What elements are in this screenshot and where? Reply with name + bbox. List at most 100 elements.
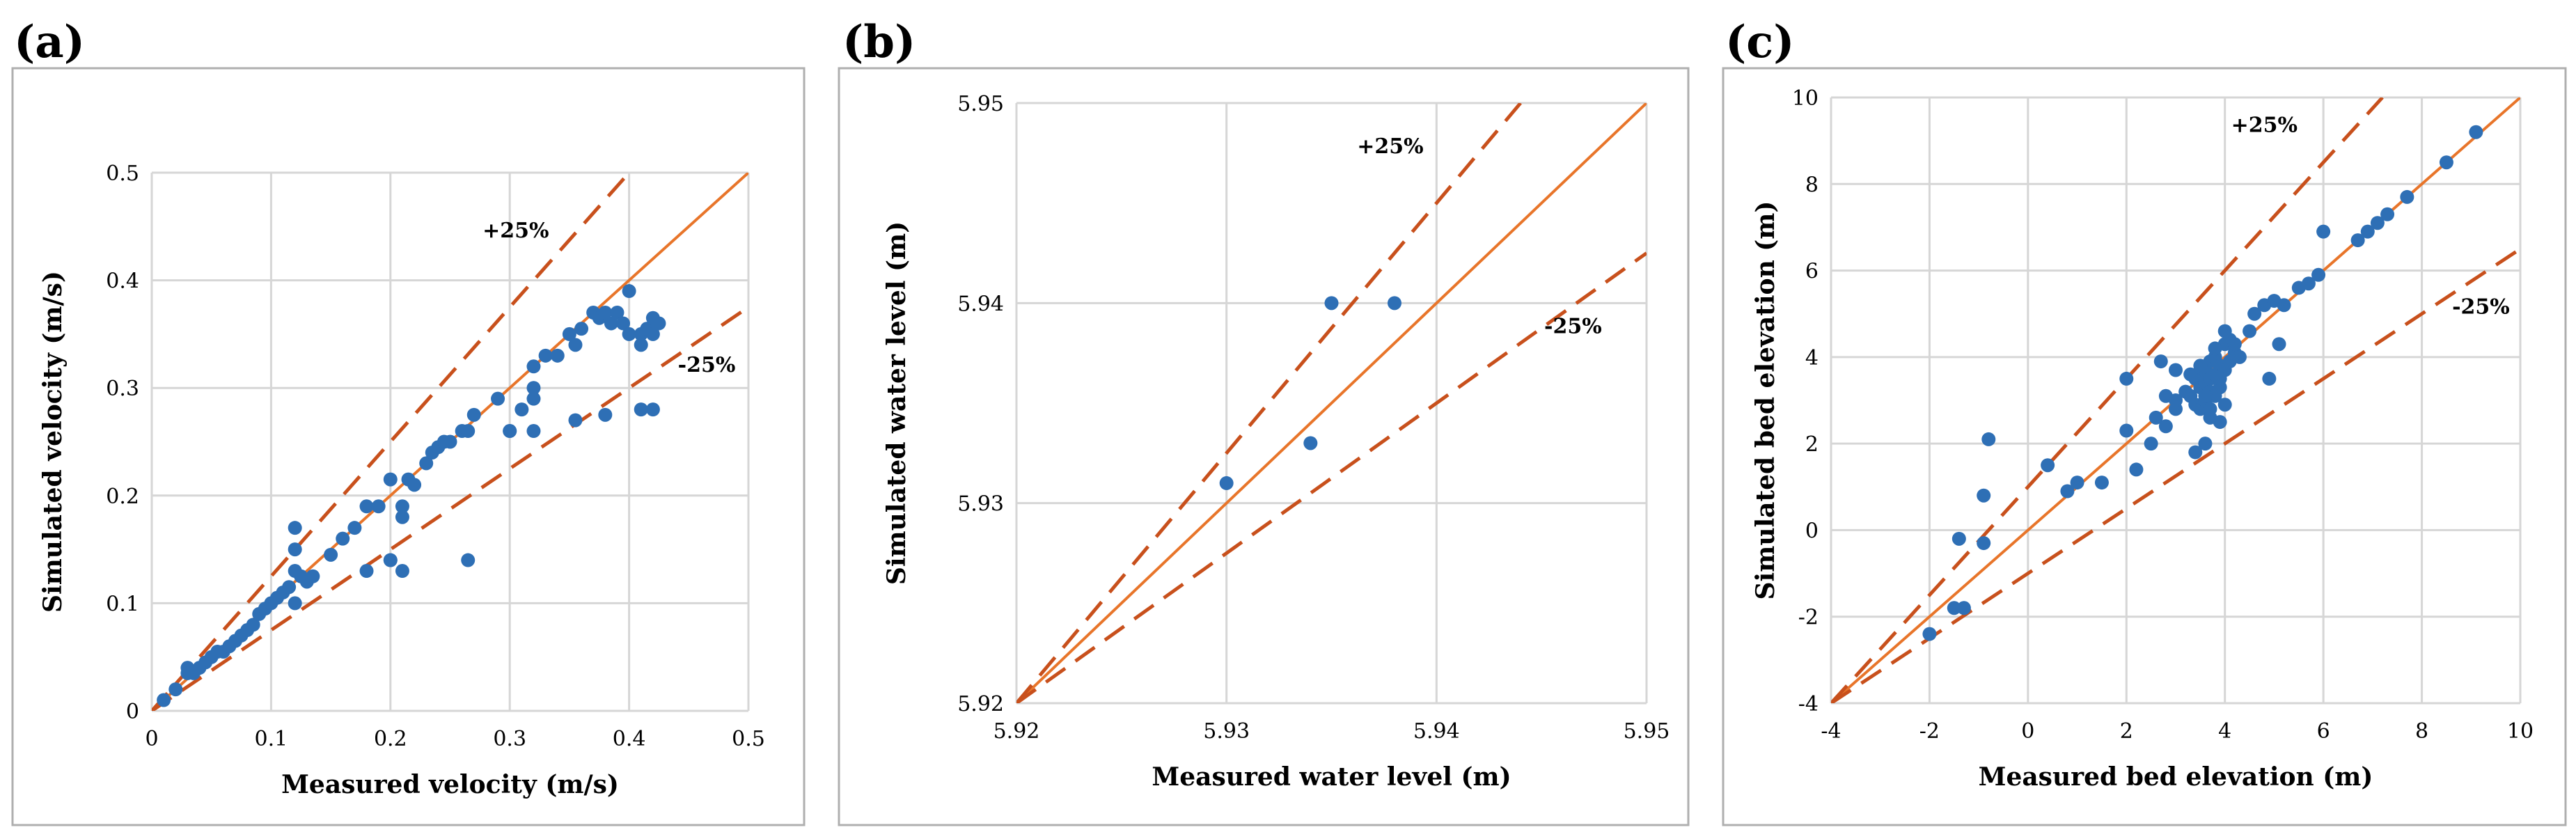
panel-frame [838,67,1690,826]
data-point [2193,359,2208,373]
data-point [306,569,320,583]
data-point [1388,296,1401,311]
data-point [2217,398,2232,412]
data-point [1303,436,1318,450]
bound-label: +25% [2231,113,2298,138]
data-points [157,284,666,707]
x-tick-label: 0 [2021,719,2034,744]
chart-panel-2: (b) 5.92 5.93 5.94 5.95 5.92 5.93 5.94 5.95 +25% -… [838,16,1690,826]
data-point [622,284,636,299]
data-point [1947,601,1961,615]
data-point [359,564,374,579]
data-point [2217,324,2232,338]
x-axis-title: Measured water level (m) [1152,762,1511,792]
data-point [466,407,481,422]
x-axis-title: Measured velocity (m/s) [281,770,619,799]
data-point [550,348,565,363]
bound-line-1 [1016,103,1522,703]
gridlines [1830,96,2522,705]
data-point [324,547,338,562]
data-point [2070,476,2084,490]
panel-label: (a) [14,16,85,68]
data-point [2153,354,2168,369]
x-tick-label: 0 [145,727,158,751]
data-point [634,338,648,352]
panel-label: (b) [842,16,916,68]
data-point [288,542,302,557]
panel-frame [11,67,806,826]
data-points [1219,296,1401,490]
x-tick-label: 5.93 [1203,719,1250,744]
y-tick-label: 10 [1792,86,1819,111]
data-point [1977,536,1991,551]
bound-label: +25% [482,219,549,243]
data-point [168,682,183,697]
data-point [2198,388,2213,403]
data-point [2316,224,2331,239]
y-tick-label: 0.4 [106,269,139,294]
y-tick-label: 0.1 [106,592,139,616]
data-point [383,553,398,567]
data-point [2198,437,2213,451]
gridlines [150,171,750,712]
panel-label: (c) [1725,16,1795,68]
x-tick-label: -4 [1821,719,1841,744]
data-point [2232,350,2247,364]
data-point [2183,367,2198,382]
y-tick-label: 2 [1805,432,1819,457]
data-point [526,381,541,395]
one-to-one-line [1016,103,1647,703]
data-point [407,478,422,492]
data-point [157,693,171,707]
x-tick-label: 10 [2507,719,2534,744]
data-point [598,305,613,320]
data-point [359,499,374,514]
data-point [2277,298,2291,313]
x-tick-label: -2 [1919,719,1940,744]
data-point [604,316,618,331]
data-point [347,521,362,535]
data-point [2400,189,2414,204]
data-point [2243,324,2257,338]
x-tick-label: 4 [2218,719,2231,744]
data-point [2094,476,2109,490]
data-point [2262,371,2277,386]
data-point [443,434,457,449]
data-point [2149,410,2163,425]
data-point [2247,306,2262,321]
x-tick-label: 0.3 [493,727,526,751]
data-point [526,391,541,406]
data-point [526,359,541,374]
data-point [2041,458,2055,473]
data-point [562,327,576,341]
data-point [288,596,302,611]
y-tick-label: 5.93 [957,492,1004,517]
data-point [336,531,350,546]
data-point [2203,410,2217,425]
data-point [2060,484,2075,499]
data-point [2119,371,2134,386]
y-tick-label: 5.94 [957,292,1004,316]
data-point [2158,419,2173,434]
y-tick-label: -4 [1798,692,1819,716]
bound-line-2 [152,306,748,711]
x-tick-label: 6 [2317,719,2330,744]
data-point [616,316,631,331]
data-point [634,402,648,417]
data-point [2360,224,2375,239]
data-point [645,327,660,341]
data-point [461,553,476,567]
data-point [2188,445,2203,460]
chart-panel-3: (c) -4 -2 0 2 4 6 8 10 -4 -2 0 2 4 6 8 10 +25% -25% Measure… [1722,16,2567,826]
y-tick-label: 0.5 [106,162,139,186]
data-point [2469,125,2483,139]
data-point [2227,337,2242,352]
data-point [568,413,583,427]
bound-line-2 [1831,247,2520,703]
y-tick-label: 6 [1805,260,1819,284]
bound-line-2 [1016,251,1647,703]
y-axis-title: Simulated bed elevation (m) [1751,201,1780,600]
data-point [1324,296,1339,311]
data-point [383,472,398,487]
